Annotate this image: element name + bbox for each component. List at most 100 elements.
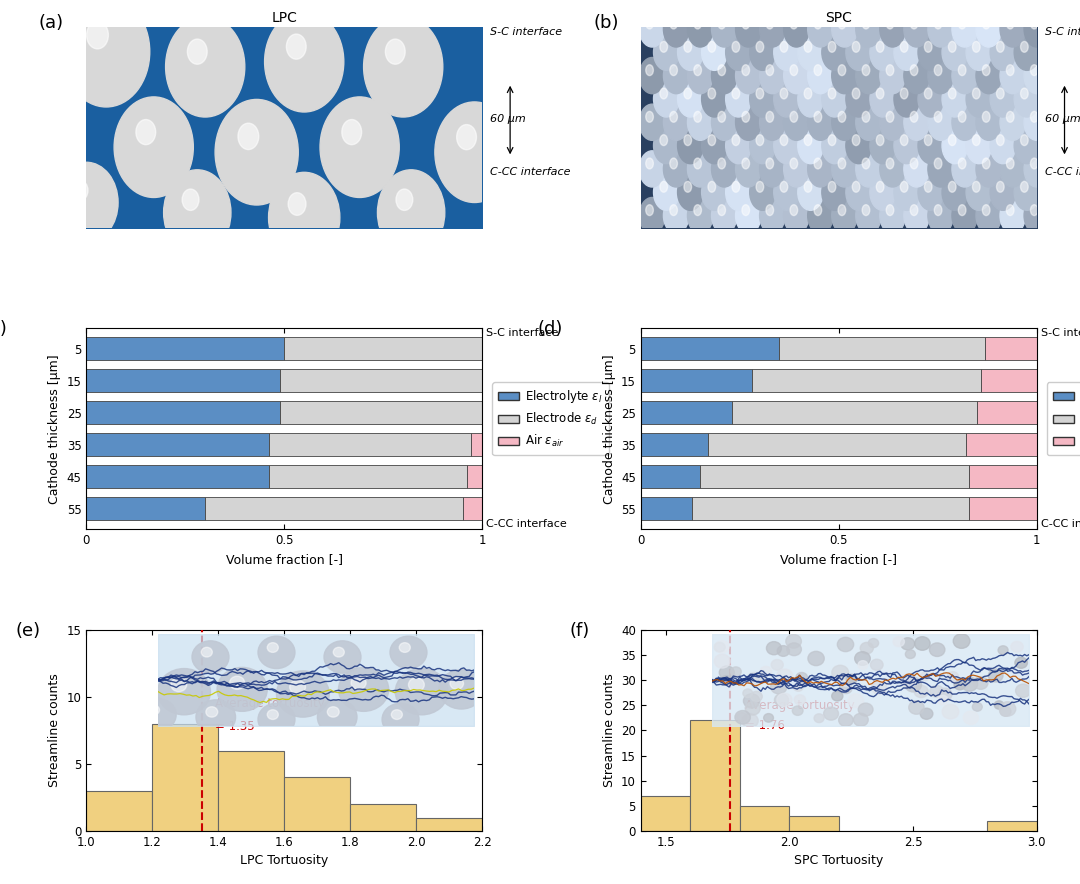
Circle shape <box>808 151 833 187</box>
Circle shape <box>712 151 737 187</box>
Circle shape <box>838 65 846 76</box>
Circle shape <box>1048 57 1074 94</box>
Circle shape <box>766 158 773 169</box>
Bar <box>700 465 970 488</box>
Circle shape <box>876 88 883 99</box>
Circle shape <box>1014 174 1040 210</box>
Circle shape <box>869 80 895 117</box>
Circle shape <box>901 88 908 99</box>
Bar <box>966 433 1037 456</box>
Circle shape <box>742 111 750 122</box>
Circle shape <box>910 18 918 29</box>
Circle shape <box>880 151 905 187</box>
Circle shape <box>1068 88 1077 99</box>
Circle shape <box>997 134 1004 146</box>
Circle shape <box>639 104 665 141</box>
Text: (b): (b) <box>593 14 619 33</box>
Circle shape <box>789 18 798 29</box>
Bar <box>640 401 732 424</box>
Circle shape <box>639 57 665 94</box>
Circle shape <box>928 57 954 94</box>
Y-axis label: Cathode thickness [μm]: Cathode thickness [μm] <box>49 354 62 504</box>
Circle shape <box>188 39 207 65</box>
Circle shape <box>1021 88 1028 99</box>
Circle shape <box>894 34 919 71</box>
Circle shape <box>639 11 665 47</box>
Text: (f): (f) <box>569 621 590 640</box>
Circle shape <box>976 104 1001 141</box>
Circle shape <box>726 127 751 164</box>
Circle shape <box>646 65 653 76</box>
Bar <box>281 370 483 392</box>
Circle shape <box>670 18 677 29</box>
Circle shape <box>766 18 773 29</box>
Circle shape <box>688 197 713 233</box>
Circle shape <box>378 170 445 255</box>
Bar <box>640 796 690 831</box>
Circle shape <box>904 197 929 233</box>
Circle shape <box>808 104 833 141</box>
Circle shape <box>677 127 703 164</box>
Circle shape <box>1014 34 1040 71</box>
Circle shape <box>887 65 894 76</box>
Circle shape <box>976 11 1001 47</box>
Bar <box>780 338 985 361</box>
Bar <box>86 433 269 456</box>
Circle shape <box>910 205 918 216</box>
Circle shape <box>951 57 977 94</box>
Circle shape <box>990 127 1015 164</box>
X-axis label: Volume fraction [-]: Volume fraction [-] <box>226 552 343 566</box>
Circle shape <box>983 205 990 216</box>
Circle shape <box>928 104 954 141</box>
Circle shape <box>718 18 726 29</box>
Circle shape <box>55 163 118 243</box>
Circle shape <box>910 65 918 76</box>
Circle shape <box>1044 88 1052 99</box>
Circle shape <box>983 65 990 76</box>
Circle shape <box>828 181 836 192</box>
Circle shape <box>814 111 822 122</box>
Circle shape <box>990 174 1015 210</box>
Bar <box>471 433 483 456</box>
Circle shape <box>708 42 716 52</box>
Circle shape <box>876 134 883 146</box>
Circle shape <box>846 34 872 71</box>
Circle shape <box>887 158 894 169</box>
Circle shape <box>967 80 991 117</box>
Circle shape <box>910 158 918 169</box>
Circle shape <box>934 205 942 216</box>
Bar <box>970 497 1037 520</box>
Circle shape <box>832 104 858 141</box>
Circle shape <box>828 134 836 146</box>
Circle shape <box>718 65 726 76</box>
Circle shape <box>756 88 764 99</box>
Bar <box>269 465 467 488</box>
Circle shape <box>924 181 932 192</box>
Circle shape <box>1024 104 1050 141</box>
Circle shape <box>948 88 956 99</box>
Circle shape <box>784 11 809 47</box>
Circle shape <box>972 42 980 52</box>
Circle shape <box>646 111 653 122</box>
X-axis label: Volume fraction [-]: Volume fraction [-] <box>781 552 897 566</box>
Circle shape <box>708 134 716 146</box>
Circle shape <box>1054 111 1062 122</box>
Circle shape <box>997 181 1004 192</box>
Circle shape <box>934 65 942 76</box>
Circle shape <box>942 80 968 117</box>
Circle shape <box>976 151 1001 187</box>
Circle shape <box>808 11 833 47</box>
Circle shape <box>1068 181 1077 192</box>
Circle shape <box>288 193 306 216</box>
Bar <box>86 497 205 520</box>
Circle shape <box>958 205 966 216</box>
Title: SPC: SPC <box>825 11 852 26</box>
Circle shape <box>1063 127 1080 164</box>
Circle shape <box>663 197 689 233</box>
Circle shape <box>852 181 860 192</box>
Y-axis label: Streamline counts: Streamline counts <box>603 674 616 788</box>
Circle shape <box>808 57 833 94</box>
Circle shape <box>735 11 761 47</box>
Circle shape <box>1030 65 1038 76</box>
Circle shape <box>958 111 966 122</box>
